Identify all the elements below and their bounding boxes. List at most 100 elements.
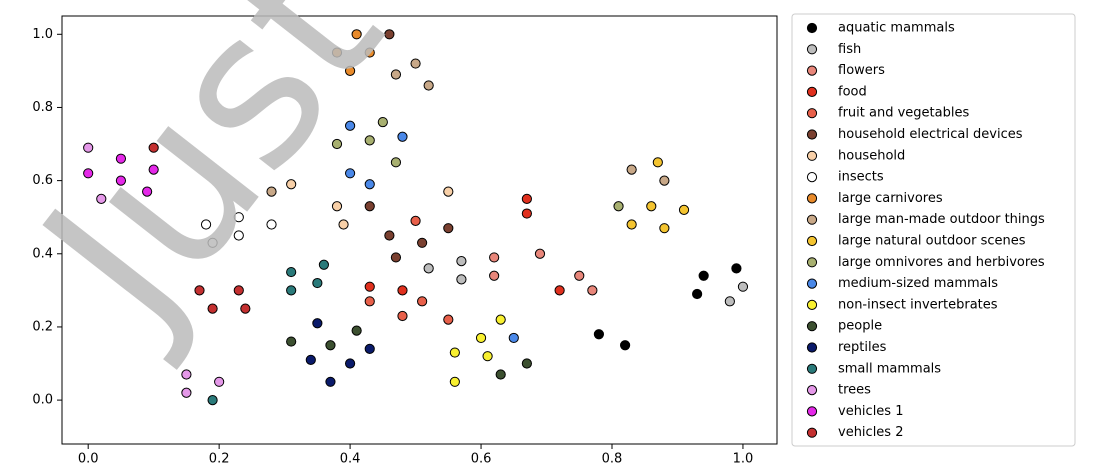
point [286,285,297,296]
point [587,285,598,296]
point [626,219,637,230]
points [83,29,749,406]
point [364,47,375,58]
legend-label: small mammals [838,361,941,376]
legend-marker [806,257,818,268]
point [489,270,500,281]
point [443,186,454,197]
legend-label: large omnivores and herbivores [838,255,1045,270]
point [423,263,434,274]
point [364,179,375,190]
point [83,142,94,153]
y-tick-label: 0.8 [32,100,53,115]
x-tick-label: 0.2 [209,452,230,464]
point [305,354,316,365]
point [318,259,330,270]
point [390,252,402,263]
legend-marker [806,44,818,55]
legend-marker [806,86,818,98]
point [534,248,546,259]
point [652,157,663,168]
point [344,168,356,179]
legend-marker [806,22,818,34]
point [266,219,277,230]
y-tick-label: 0.4 [32,246,53,261]
point [364,296,375,307]
point [115,175,127,186]
legend-label: fruit and vegetables [838,106,969,121]
point [390,69,402,80]
point [659,175,670,186]
point [384,29,395,40]
point [364,135,375,146]
legend-label: vehicles 1 [838,404,903,419]
legend-marker [806,342,818,353]
point [331,47,343,58]
x-tick-label: 0.6 [471,452,492,464]
point [233,230,244,241]
y-tick-label: 0.2 [32,319,53,334]
legend-label: flowers [838,63,885,78]
point [659,223,670,234]
plot-frame [61,15,778,445]
point [554,285,565,296]
point [397,131,408,142]
legend-marker [806,235,818,247]
point [410,58,421,69]
point [148,142,159,153]
legend-marker [806,278,818,289]
point [351,325,362,336]
point [351,29,362,40]
point [417,237,428,248]
point [593,329,605,340]
x-tick-label: 0.0 [78,452,99,464]
point [678,204,690,215]
point [423,80,434,91]
point [312,277,323,289]
legend-label: trees [838,383,871,398]
legend-label: aquatic mammals [838,21,955,36]
legend-marker [806,214,818,225]
point [364,201,375,212]
point [384,230,395,241]
point [194,285,205,296]
point [613,201,624,212]
point [142,186,153,197]
legend-label: medium-sized mammals [838,276,998,291]
legend-label: non-insect invertebrates [838,297,998,312]
x-tick-label: 0.4 [340,452,361,464]
legend-marker [806,427,818,438]
legend-label: household [838,148,905,163]
point [731,263,742,274]
legend-marker [806,65,818,76]
point [495,314,506,325]
point [646,201,657,212]
point [626,164,637,175]
point [331,138,343,150]
point [475,332,487,344]
point [456,255,467,267]
point [397,310,408,322]
point [698,270,709,281]
point [495,369,506,380]
point [207,395,218,406]
point [200,219,212,230]
legend-label: large carnivores [838,191,943,206]
point [266,186,277,197]
point [286,179,297,190]
x-tick-label: 1.0 [733,452,754,464]
point [443,314,454,325]
point [286,336,297,347]
legend-label: food [838,84,867,99]
legend-frame [791,13,1076,447]
legend-marker [806,193,818,204]
point [443,223,454,234]
legend-marker [806,321,818,332]
legend-marker [806,385,818,396]
legend: aquatic mammals fish flowers food fruit and … [791,13,1076,447]
point [692,288,703,300]
legend-label: vehicles 2 [838,425,903,440]
x-tick-label: 0.8 [602,452,623,464]
point [181,387,192,398]
point [724,296,735,307]
